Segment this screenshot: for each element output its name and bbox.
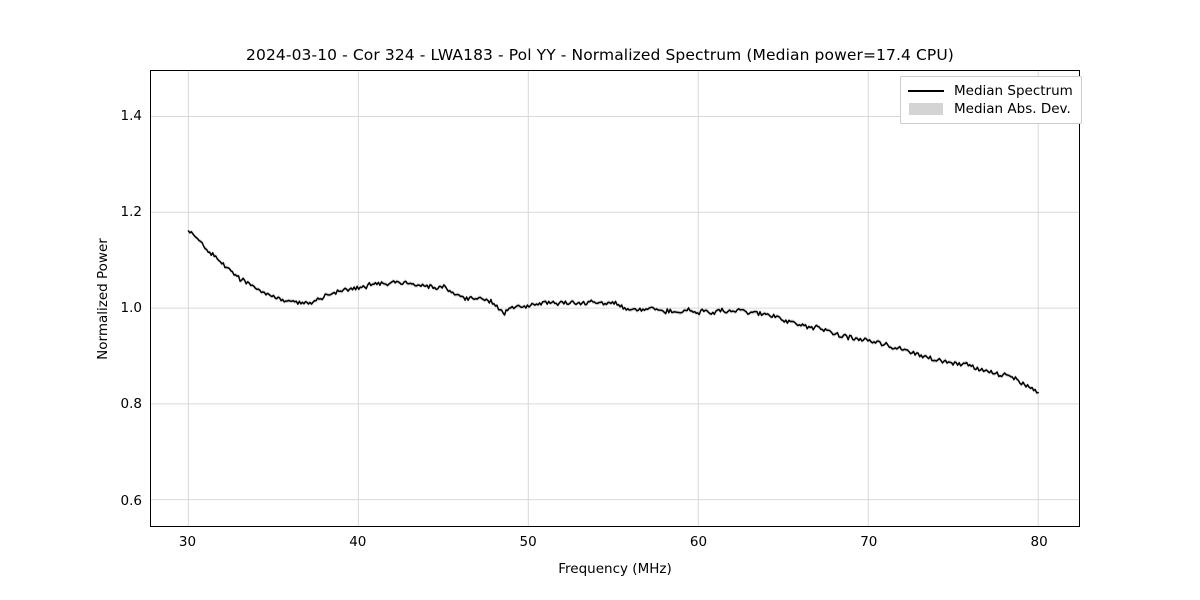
- x-tick-label: 50: [519, 534, 537, 550]
- legend-item-median-spectrum: Median Spectrum: [908, 82, 1073, 100]
- median-abs-dev-band: [188, 229, 1039, 395]
- legend-item-median-abs-dev: Median Abs. Dev.: [908, 100, 1073, 118]
- y-tick-label: 1.2: [120, 203, 142, 220]
- x-axis-tick-labels: 30 40 50 60 70 80: [150, 534, 1080, 554]
- x-tick-label: 60: [689, 534, 708, 550]
- spectrum-plot-svg: [151, 71, 1079, 526]
- x-tick-label: 30: [178, 534, 197, 550]
- y-tick-label: 1.4: [120, 107, 142, 124]
- y-axis-tick-labels: 0.6 0.8 1.0 1.2 1.4: [96, 70, 142, 527]
- x-axis-label: Frequency (MHz): [558, 561, 672, 577]
- x-tick-label: 40: [349, 534, 367, 550]
- legend-label-median-abs-dev: Median Abs. Dev.: [954, 101, 1071, 117]
- median-spectrum-line: [187, 230, 1039, 394]
- x-tick-label: 70: [860, 534, 878, 550]
- plot-area: [150, 70, 1080, 527]
- chart-legend: Median Spectrum Median Abs. Dev.: [900, 76, 1082, 124]
- legend-line-swatch-icon: [908, 84, 944, 98]
- chart-title: 2024-03-10 - Cor 324 - LWA183 - Pol YY -…: [246, 46, 954, 64]
- y-tick-label: 0.6: [120, 492, 142, 509]
- grid-lines: [151, 71, 1079, 526]
- legend-label-median-spectrum: Median Spectrum: [954, 83, 1073, 99]
- y-tick-label: 0.8: [120, 396, 142, 413]
- x-tick-label: 80: [1030, 534, 1048, 550]
- legend-patch-swatch-icon: [908, 102, 944, 116]
- y-tick-label: 1.0: [120, 300, 142, 317]
